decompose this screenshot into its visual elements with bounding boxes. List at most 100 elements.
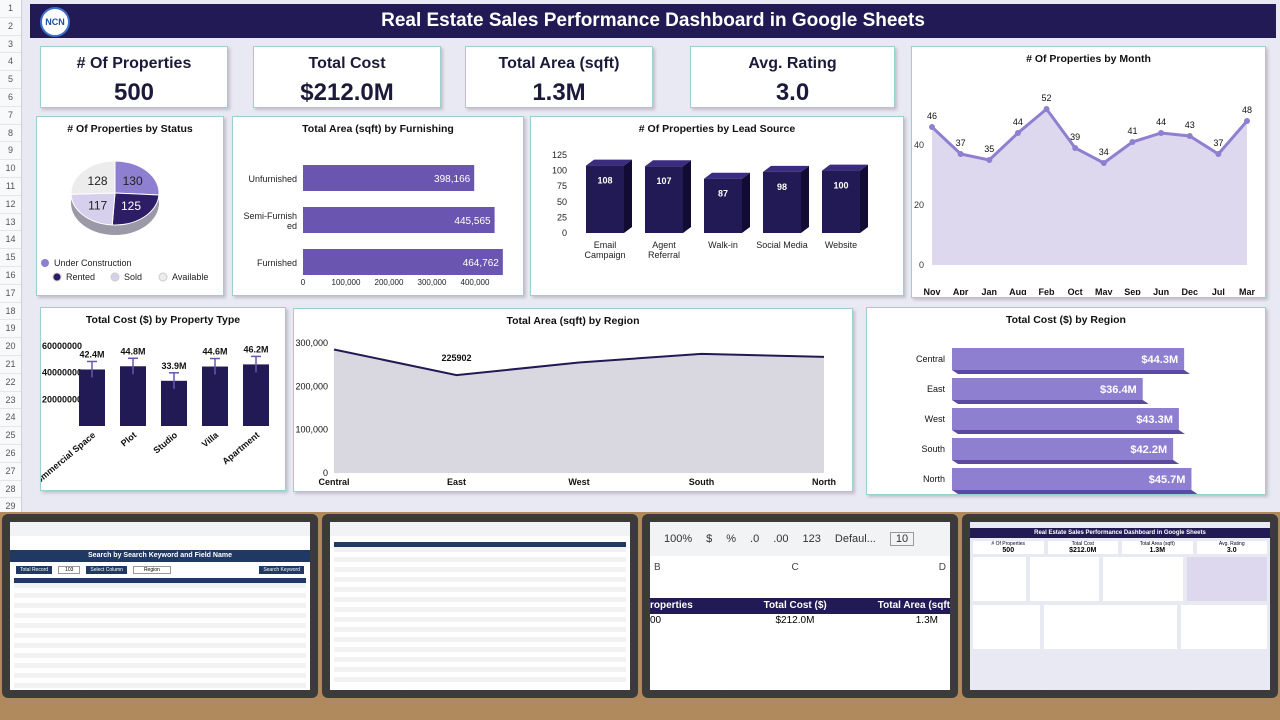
row-number[interactable]: 25 xyxy=(0,427,21,445)
row-number[interactable]: 20 xyxy=(0,338,21,356)
mini-kpi-label: Total Area (sqft) xyxy=(1139,541,1175,547)
y-tick-label: 0 xyxy=(323,468,328,478)
row-number[interactable]: 27 xyxy=(0,463,21,481)
table-row xyxy=(14,678,306,683)
data-point xyxy=(1014,130,1021,136)
cell-value[interactable]: 00 xyxy=(650,615,662,626)
table-row xyxy=(14,608,306,613)
kpi-value: 500 xyxy=(113,79,155,106)
chart-card-property-type: Total Cost ($) by Property Type 20000000… xyxy=(29,307,286,491)
data-point xyxy=(1244,118,1250,124)
data-label: 37 xyxy=(956,138,966,148)
data-label: 87 xyxy=(718,189,728,199)
row-number[interactable]: 10 xyxy=(0,160,21,178)
table-row xyxy=(14,623,306,628)
legend-swatch xyxy=(158,272,168,282)
y-tick-label: 60000000 xyxy=(42,341,82,351)
percent-format-button[interactable]: % xyxy=(726,533,737,545)
column-d-header[interactable]: D xyxy=(938,562,946,573)
decrease-decimal-button[interactable]: .0 xyxy=(750,533,760,545)
currency-format-button[interactable]: $ xyxy=(706,533,713,545)
select-column-dropdown[interactable]: Region xyxy=(132,566,171,574)
table-row xyxy=(334,577,626,582)
legend-label: Sold xyxy=(124,272,142,282)
row-number[interactable]: 3 xyxy=(0,36,21,54)
row-number[interactable]: 18 xyxy=(0,303,21,321)
cell-header[interactable]: roperties xyxy=(650,600,693,611)
series-line xyxy=(333,348,825,377)
monitor-2 xyxy=(322,514,638,698)
row-number[interactable]: 26 xyxy=(0,445,21,463)
bar xyxy=(704,178,742,233)
bar-top xyxy=(645,160,691,167)
cell-value[interactable]: $212.0M xyxy=(775,615,815,626)
mini-chart xyxy=(1030,557,1100,601)
row-number[interactable]: 14 xyxy=(0,231,21,250)
row-number[interactable]: 5 xyxy=(0,71,21,89)
monitor-3-screen: 100% $ % .0 .00 123 Defaul... 10 B C D r… xyxy=(650,522,950,690)
row-number[interactable]: 11 xyxy=(0,178,21,196)
mini-charts-row-1 xyxy=(970,557,1270,601)
table-row xyxy=(14,583,306,588)
row-number[interactable]: 21 xyxy=(0,356,21,374)
data-label: $36.4M xyxy=(1100,384,1137,396)
row-number[interactable]: 1 xyxy=(0,0,21,18)
table-row xyxy=(334,662,626,667)
font-size-input[interactable]: 10 xyxy=(889,532,915,546)
row-number[interactable]: 8 xyxy=(0,125,21,143)
row-number[interactable]: 23 xyxy=(0,392,21,410)
slice-label: 125 xyxy=(121,199,141,213)
chart-card-furnishing: Total Area (sqft) by Furnishing 398,166 U… xyxy=(232,116,524,296)
more-formats-button[interactable]: 123 xyxy=(802,533,821,545)
row-number[interactable]: 16 xyxy=(0,267,21,285)
monitor-1-screen: Search by Search Keyword and Field Name … xyxy=(10,522,310,690)
data-point xyxy=(1072,145,1079,151)
legend-label: Under Construction xyxy=(54,258,132,268)
y-tick-label: 75 xyxy=(557,181,567,191)
row-number[interactable]: 22 xyxy=(0,374,21,392)
x-tick-label: Jun xyxy=(1153,287,1169,295)
table-row xyxy=(334,672,626,677)
cell-header[interactable]: Total Area (sqft xyxy=(877,600,950,611)
y-tick-label: South xyxy=(921,444,945,454)
increase-decimal-button[interactable]: .00 xyxy=(773,533,789,545)
row-number[interactable]: 13 xyxy=(0,214,21,232)
cell-value[interactable]: 1.3M xyxy=(915,615,938,626)
column-c-header[interactable]: C xyxy=(791,562,799,573)
monitor-2-screen xyxy=(330,522,630,690)
x-tick-label: Jul xyxy=(1212,287,1225,295)
pie-slice xyxy=(70,192,116,226)
search-keyword-button[interactable]: Search Keyword xyxy=(259,566,304,574)
row-number[interactable]: 15 xyxy=(0,249,21,267)
row-number[interactable]: 24 xyxy=(0,409,21,428)
cell-header[interactable]: Total Cost ($) xyxy=(763,600,827,611)
pie-slice xyxy=(111,192,160,226)
y-tick-label: Unfurnished xyxy=(248,174,297,184)
table-row xyxy=(14,603,306,608)
column-b-header[interactable]: B xyxy=(654,562,661,573)
row-number[interactable]: 6 xyxy=(0,89,21,107)
y-tick-label: 25 xyxy=(557,212,567,222)
mini-kpi: Total Area (sqft) 1.3M xyxy=(1122,541,1193,554)
zoom-level[interactable]: 100% xyxy=(664,533,693,545)
row-number[interactable]: 28 xyxy=(0,481,21,499)
row-number[interactable]: 2 xyxy=(0,18,21,36)
row-number[interactable]: 12 xyxy=(0,196,21,214)
table-row xyxy=(334,547,626,552)
data-label: 46.2M xyxy=(243,344,268,354)
table-row xyxy=(14,618,306,623)
row-number[interactable]: 7 xyxy=(0,107,21,125)
bar-top xyxy=(763,165,809,172)
font-select[interactable]: Defaul... xyxy=(834,533,876,545)
bar xyxy=(952,468,1192,490)
data-label: 445,565 xyxy=(454,216,491,227)
row-number[interactable]: 19 xyxy=(0,320,21,339)
x-tick-label: Walk-in xyxy=(708,240,738,250)
y-tick-label: Central xyxy=(916,354,945,364)
row-number[interactable]: 4 xyxy=(0,53,21,72)
row-number[interactable]: 9 xyxy=(0,142,21,161)
mini-kpi: Total Cost $212.0M xyxy=(1047,541,1118,554)
bar xyxy=(120,366,146,426)
bar-shadow xyxy=(952,460,1180,464)
row-number[interactable]: 17 xyxy=(0,285,21,303)
